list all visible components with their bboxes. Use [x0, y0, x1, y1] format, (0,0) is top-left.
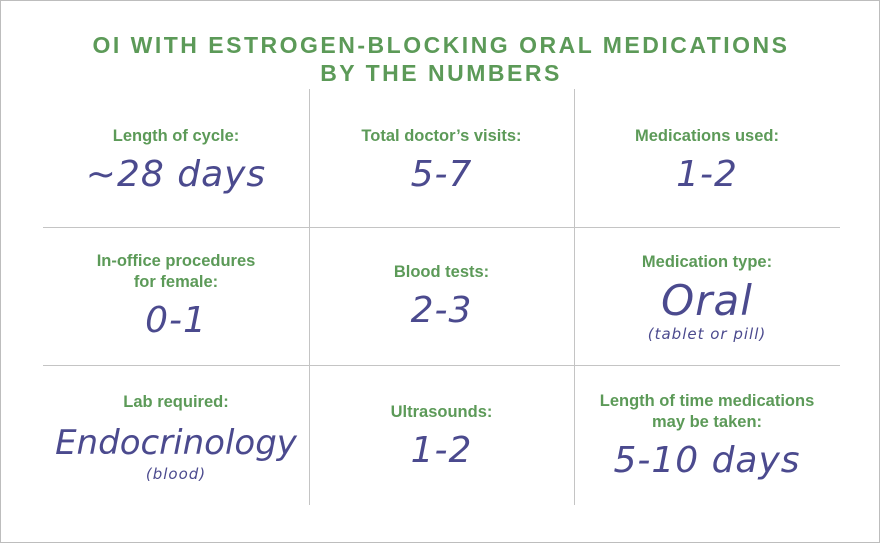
stat-value: 5-10 days	[613, 440, 801, 481]
stat-cell-cycle-length: Length of cycle: ~28 days	[43, 111, 309, 211]
stat-label: Ultrasounds:	[390, 402, 493, 421]
stat-cell-ultrasounds: Ultrasounds: 1-2	[309, 381, 574, 493]
stat-value: 2-3	[410, 289, 473, 331]
stat-value: Oral	[661, 275, 753, 325]
stat-cell-medications-used: Medications used: 1-2	[574, 111, 840, 211]
stat-value: 1-2	[410, 429, 473, 471]
stat-label: Blood tests:	[393, 262, 490, 281]
stat-value: 0-1	[145, 300, 207, 341]
stat-value: 1-2	[676, 153, 738, 195]
stat-label-line-2: may be taken:	[651, 413, 763, 431]
stat-value: ~28 days	[85, 153, 267, 195]
stat-cell-blood-tests: Blood tests: 2-3	[309, 241, 574, 353]
stat-label-line-2: for female:	[133, 273, 219, 291]
grid-divider-vertical-left	[309, 89, 310, 505]
grid-divider-horizontal-top	[43, 227, 840, 228]
stat-label: Lab required:	[123, 392, 229, 411]
stat-note: (tablet or pill)	[647, 324, 767, 343]
stat-cell-lab-required: Lab required: Endocrinology (blood)	[43, 381, 309, 493]
stat-cell-in-office-procedures: In-office procedures for female: 0-1	[43, 241, 309, 353]
stat-value: Endocrinology	[55, 422, 297, 463]
stat-cell-doctor-visits: Total doctor’s visits: 5-7	[309, 111, 574, 211]
stat-label-line-1: Length of time medications	[599, 392, 815, 410]
grid-divider-horizontal-bottom	[43, 365, 840, 366]
title-line-2: BY THE NUMBERS	[320, 60, 562, 86]
grid-divider-vertical-right	[574, 89, 575, 505]
stat-value: 5-7	[410, 153, 473, 195]
stat-label: Medications used:	[635, 126, 779, 145]
stat-label: Length of cycle:	[112, 126, 240, 145]
page-title: OI WITH ESTROGEN-BLOCKING ORAL MEDICATIO…	[1, 31, 880, 87]
stat-label: Total doctor’s visits:	[361, 126, 522, 145]
stat-cell-medication-type: Medication type: Oral (tablet or pill)	[574, 241, 840, 353]
title-line-1: OI WITH ESTROGEN-BLOCKING ORAL MEDICATIO…	[92, 32, 790, 58]
stat-note: (blood)	[145, 464, 207, 483]
stat-label: Medication type:	[641, 252, 773, 271]
stat-cell-medication-duration: Length of time medications may be taken:…	[574, 381, 840, 493]
stat-label-line-1: In-office procedures	[96, 252, 256, 270]
